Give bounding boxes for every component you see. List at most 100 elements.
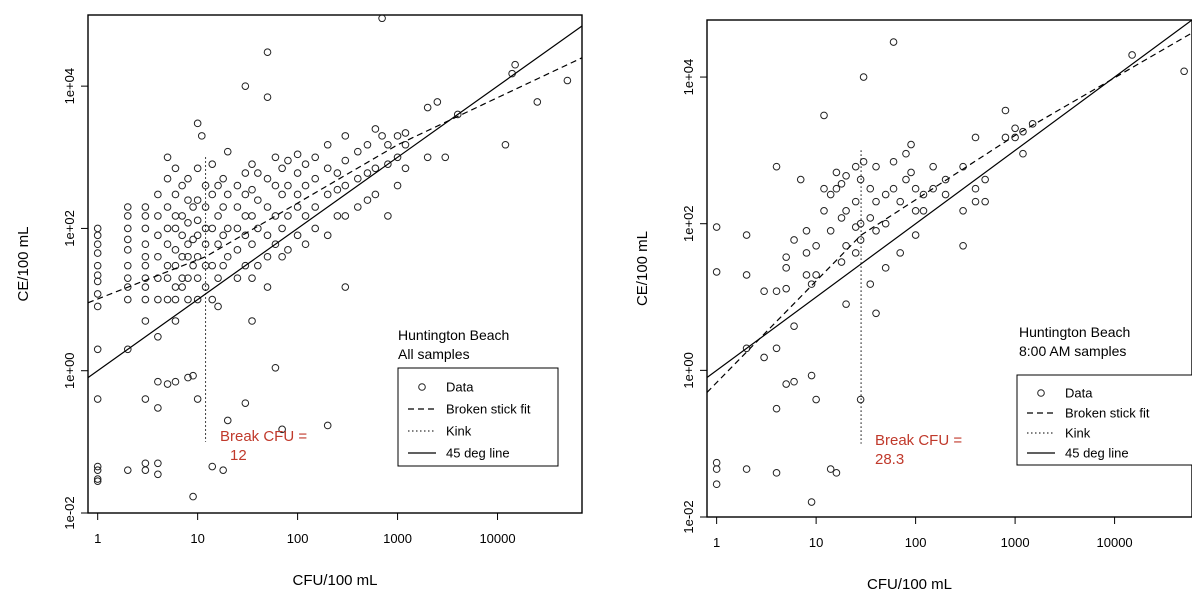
data-point: [423, 153, 432, 162]
data-point: [141, 224, 150, 233]
data-point: [123, 212, 132, 220]
data-point: [782, 380, 790, 388]
data-point: [171, 164, 180, 173]
data-point: [123, 224, 132, 233]
data-point: [384, 212, 392, 220]
data-point: [248, 212, 256, 220]
data-point: [293, 150, 302, 159]
data-point: [842, 300, 850, 308]
data-point: [93, 462, 102, 471]
data-point: [223, 416, 232, 425]
data-point: [93, 231, 102, 240]
data-point: [911, 206, 920, 215]
data-point: [941, 190, 950, 199]
data-point: [712, 268, 721, 276]
data-point: [742, 271, 751, 279]
data-point: [301, 240, 310, 249]
data-point: [907, 140, 915, 149]
data-point: [333, 212, 342, 220]
data-point: [171, 246, 180, 254]
data-point: [323, 140, 332, 149]
data-point: [154, 404, 162, 412]
data-point: [1180, 67, 1188, 76]
data-point: [184, 274, 192, 282]
data-point: [184, 295, 192, 304]
data-point: [189, 235, 197, 244]
data-point: [284, 212, 292, 220]
data-point: [842, 172, 850, 180]
x-tick-label: 1000: [1001, 535, 1030, 550]
data-point: [782, 284, 790, 293]
data-point: [1019, 149, 1027, 158]
data-point: [93, 345, 102, 354]
data-point: [712, 465, 721, 473]
data-point: [284, 181, 292, 190]
broken-stick-fit-line: [707, 32, 1192, 393]
y-tick-label: 1e+02: [62, 210, 77, 247]
data-point: [141, 283, 150, 291]
data-point: [772, 469, 781, 477]
data-point: [189, 371, 197, 380]
data-point: [284, 156, 292, 165]
data-point: [859, 73, 868, 81]
data-point: [154, 231, 162, 240]
break-cfu-label: Break CFU =: [220, 428, 307, 445]
data-point: [241, 261, 250, 270]
data-point: [93, 240, 102, 249]
data-point: [293, 203, 302, 211]
data-point: [154, 470, 162, 479]
break-cfu-value: 12: [230, 447, 247, 464]
data-point: [341, 156, 350, 165]
data-point: [233, 224, 242, 233]
data-point: [241, 399, 250, 407]
plot-area: [88, 15, 582, 501]
data-point: [271, 363, 280, 372]
legend: Data Broken stick fit Kink 45 deg line: [397, 367, 559, 467]
data-point: [363, 140, 372, 149]
data-point: [441, 153, 450, 162]
data-point: [384, 160, 392, 168]
data-point: [163, 203, 172, 211]
data-point: [193, 395, 202, 403]
data-point: [214, 302, 222, 311]
data-point: [807, 498, 816, 506]
data-point: [278, 425, 286, 434]
data-point: [171, 317, 180, 325]
legend-label: Data: [1065, 386, 1093, 401]
data-point: [842, 206, 850, 215]
data-point: [796, 175, 805, 184]
data-point: [760, 287, 768, 296]
data-point: [163, 274, 172, 282]
data-point: [219, 261, 227, 270]
data-point: [851, 162, 860, 171]
data-point: [772, 404, 781, 413]
data-point: [233, 181, 242, 190]
data-point: [1011, 133, 1019, 142]
data-point: [832, 469, 841, 477]
data-point: [163, 261, 172, 270]
data-point: [807, 371, 816, 380]
data-point: [184, 196, 192, 204]
data-point: [1001, 106, 1010, 115]
data-point: [248, 274, 256, 282]
data-point: [341, 283, 350, 291]
data-point: [254, 224, 262, 233]
data-point: [193, 216, 202, 225]
data-point: [832, 168, 841, 177]
plot-frame: [706, 19, 1192, 518]
data-point: [154, 295, 162, 304]
data-point: [141, 252, 150, 261]
data-point: [93, 477, 102, 485]
y-axis-title: CE/100 mL: [634, 231, 651, 306]
y-tick-label: 1e+00: [62, 352, 77, 389]
data-point: [154, 332, 162, 341]
data-point: [959, 241, 967, 250]
data-point: [201, 240, 210, 249]
data-point: [837, 214, 846, 222]
data-point: [363, 169, 372, 177]
data-point: [772, 162, 781, 171]
data-point: [851, 249, 860, 257]
data-point: [959, 206, 967, 215]
data-point: [193, 196, 202, 204]
data-point: [154, 377, 162, 386]
